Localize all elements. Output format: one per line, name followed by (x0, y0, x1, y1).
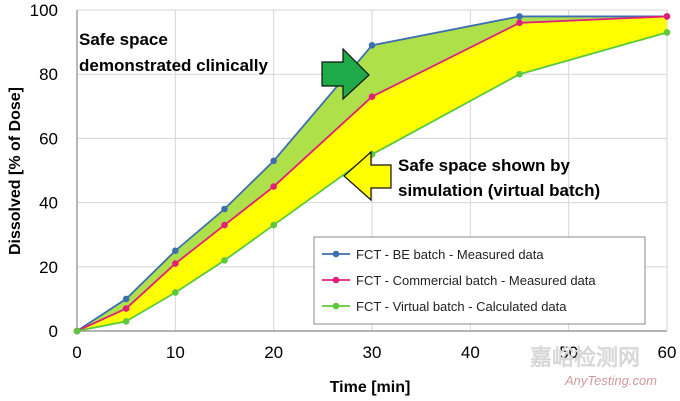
series-1-point-3 (221, 221, 228, 229)
x-axis-label: Time [min] (330, 379, 411, 396)
series-2-point-4 (270, 221, 277, 229)
x-tick-label-4: 40 (461, 343, 480, 362)
x-tick-label-1: 10 (166, 343, 185, 362)
legend-box (313, 236, 646, 325)
series-1-point-2 (172, 260, 179, 267)
series-2-point-3 (221, 257, 228, 264)
series-line-0 (76, 15, 667, 332)
legend-swatch-marker-0 (332, 250, 340, 258)
series-0-point-4 (270, 157, 277, 165)
series-line-1 (76, 15, 668, 332)
x-tick-labels: 0 10 20 30 40 50 60 (72, 343, 676, 362)
legend-label-0: FCT - BE batch - Measured data (356, 247, 544, 262)
series-2-point-6 (516, 70, 523, 78)
yellow-arrow-icon (343, 150, 392, 202)
series-2-point-7 (663, 29, 671, 36)
legend-label-1: FCT - Commercial batch - Measured data (356, 273, 596, 288)
series-1-point-1 (122, 305, 130, 312)
series-1-point-7 (663, 13, 671, 20)
annotation-simulation-line1: Safe space shown by (398, 156, 570, 175)
y-axis-label: Dissolved [% of Dose] (7, 87, 24, 255)
simulated-safe-space-fill (77, 16, 667, 331)
annotation-simulation-line2: simulation (virtual batch) (398, 181, 600, 200)
legend: FCT - BE batch - Measured data FCT - Comm… (313, 236, 646, 325)
series-line-2 (76, 31, 668, 332)
x-tick-label-5: 50 (559, 343, 578, 362)
annotation-clinical-line2: demonstrated clinically (79, 56, 268, 75)
annotation-clinical-line1: Safe space (79, 30, 168, 49)
annotation-simulation: Safe space shown by simulation (virtual … (343, 150, 600, 202)
x-tick-label-3: 30 (363, 343, 382, 362)
series-0-point-1 (122, 295, 130, 303)
y-tick-label-3: 60 (39, 129, 58, 148)
series-2-point-1 (122, 318, 130, 325)
series-0-point-2 (172, 247, 179, 255)
legend-swatch-marker-1 (332, 276, 340, 284)
y-tick-label-1: 20 (39, 258, 58, 277)
series-lines (73, 13, 671, 335)
series-1-point-6 (516, 19, 523, 27)
watermark-cn: 嘉峪检测网 (530, 345, 640, 371)
series-0-point-5 (368, 42, 376, 49)
x-tick-label-2: 20 (264, 343, 283, 362)
axes (76, 10, 667, 332)
x-tick-label-6: 60 (658, 343, 677, 362)
legend-swatch-marker-2 (332, 302, 340, 310)
series-0-point-3 (221, 205, 228, 213)
y-tick-label-2: 40 (39, 194, 58, 213)
green-arrow-icon (321, 47, 370, 101)
legend-label-2: FCT - Virtual batch - Calculated data (356, 299, 567, 314)
y-tick-label-5: 100 (30, 1, 58, 20)
y-tick-label-0: 0 (49, 322, 58, 341)
series-0-point-6 (516, 13, 523, 20)
watermark-en: AnyTesting.com (564, 373, 657, 388)
x-tick-label-0: 0 (72, 343, 81, 362)
y-tick-labels: 0 20 40 60 80 100 (30, 1, 58, 341)
series-2-point-0 (73, 327, 81, 335)
annotation-clinical: Safe space demonstrated clinically (79, 30, 370, 101)
series-1-point-5 (368, 93, 376, 100)
series-1-point-4 (270, 183, 277, 190)
y-tick-label-4: 80 (39, 65, 58, 84)
series-2-point-2 (172, 289, 179, 296)
watermark: 嘉峪检测网 AnyTesting.com (530, 345, 657, 388)
